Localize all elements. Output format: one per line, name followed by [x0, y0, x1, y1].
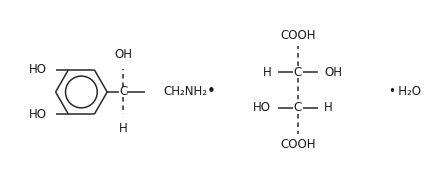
Text: C: C: [294, 101, 302, 114]
Text: OH: OH: [114, 48, 132, 61]
Text: HO: HO: [29, 63, 47, 76]
Text: CH₂NH₂: CH₂NH₂: [164, 86, 208, 98]
Text: • H₂O: • H₂O: [389, 86, 421, 98]
Text: H: H: [324, 101, 332, 114]
Text: C: C: [294, 66, 302, 79]
Text: H: H: [119, 122, 128, 135]
Text: HO: HO: [29, 108, 47, 121]
Text: COOH: COOH: [280, 29, 315, 42]
Text: OH: OH: [324, 66, 342, 79]
Text: C: C: [119, 86, 127, 98]
Text: H: H: [263, 66, 272, 79]
Text: •: •: [207, 84, 216, 100]
Text: COOH: COOH: [280, 138, 315, 151]
Text: HO: HO: [253, 101, 271, 114]
